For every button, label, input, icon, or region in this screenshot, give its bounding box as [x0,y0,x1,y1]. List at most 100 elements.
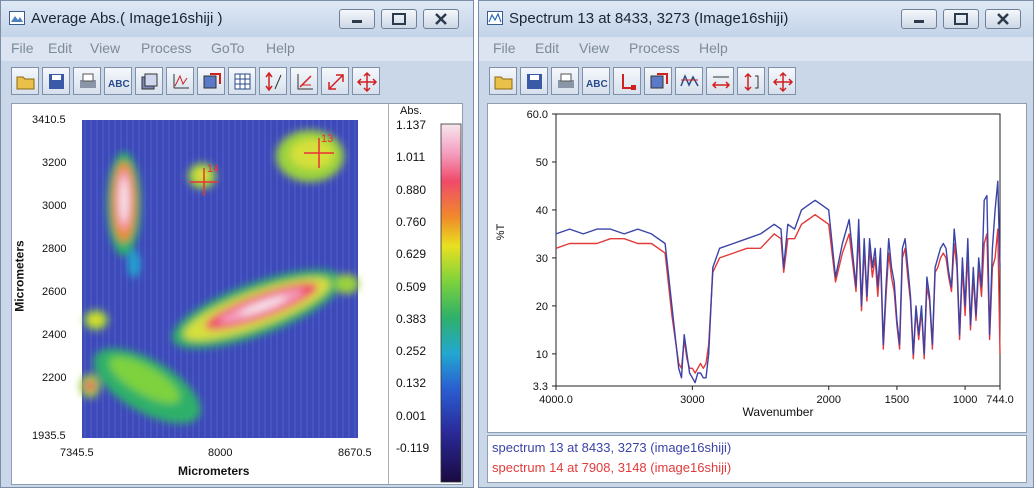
abc-label-icon: ABC [586,79,608,90]
menu-file[interactable]: File [493,40,516,56]
x-tick-label: 1500 [885,394,909,406]
minimize-button[interactable] [901,9,937,29]
save-button[interactable] [42,67,70,95]
colorbar-tick: 0.629 [396,247,427,262]
maximize-button[interactable] [943,9,979,29]
image-map-panel: 13 14 3410.5 3200 3000 2800 2600 2400 22… [11,103,463,485]
peak-pick-button[interactable] [166,67,194,95]
menu-file[interactable]: File [11,40,34,56]
abc-label-button[interactable]: ABC [582,67,610,95]
colorbar-tick: 0.383 [396,311,427,326]
minimize-icon [352,20,362,23]
marker-13[interactable]: 13 [304,133,334,168]
colorbar-title: Abs. [400,105,423,117]
marker-14[interactable]: 14 [190,163,219,196]
colorbar-gradient [440,123,462,483]
expand-horizontal-button[interactable] [706,67,734,95]
menu-help[interactable]: Help [699,40,728,56]
svg-text:ABC: ABC [108,79,130,90]
image-copy-button[interactable] [644,67,672,95]
move-arrows-button[interactable] [768,67,796,95]
menu-goto[interactable]: GoTo [211,40,245,56]
close-button[interactable] [423,9,459,29]
x-tick: 8000 [208,447,233,459]
open-folder-button[interactable] [11,67,39,95]
heatmap[interactable]: 13 14 [80,120,359,439]
x-axis-label: Micrometers [178,464,250,478]
axis-scale-button[interactable] [290,67,318,95]
close-button[interactable] [985,9,1021,29]
peak-marker-button[interactable] [613,67,641,95]
expand-horizontal-icon [711,76,731,89]
expand-vertical-button[interactable] [737,67,765,95]
x-tick-label: 2000 [816,394,840,406]
legend-entry-spectrum-13[interactable]: spectrum 13 at 8433, 3273 (image16shiji) [492,440,732,455]
maximize-icon [392,13,406,25]
y-tick-label: 50 [536,157,548,169]
colorbar-tick: 0.760 [396,214,427,229]
x-tick-label: 3000 [680,394,704,406]
y-tick: 2200 [42,372,67,384]
menu-edit[interactable]: Edit [48,40,73,56]
print-icon [558,73,574,88]
colorbar-tick: 0.880 [396,182,427,197]
spectrum-legend: spectrum 13 at 8433, 3273 (image16shiji)… [487,435,1027,483]
move-arrows-icon [772,71,794,93]
save-button[interactable] [520,67,548,95]
x-tick-label: 4000.0 [539,394,573,406]
spectrum-window-title: Spectrum 13 at 8433, 3273 (Image16shiji) [509,10,789,27]
abc-label-button[interactable]: ABC [104,67,132,95]
image-copy-button[interactable] [197,67,225,95]
x-axis-label: Wavenumber [743,405,814,419]
spectrum-button[interactable] [675,67,703,95]
arrows-vertical-button[interactable] [259,67,287,95]
image-copy-icon [203,73,221,89]
menu-help[interactable]: Help [266,40,295,56]
map-window-title: Average Abs.( Image16shiji ) [31,10,223,27]
map-window-toolbar: ABC [1,61,473,101]
image-copy-icon [650,73,668,89]
menu-view[interactable]: View [90,40,121,56]
y-tick: 1935.5 [32,430,66,442]
minimize-button[interactable] [339,9,375,29]
print-button[interactable] [551,67,579,95]
menu-process[interactable]: Process [629,40,680,56]
y-axis-label: Micrometers [12,240,27,312]
marker-14-label: 14 [207,163,219,175]
close-icon [435,13,447,25]
map-window-titlebar[interactable]: Average Abs.( Image16shiji ) [1,1,473,37]
print-icon [80,73,96,88]
plot-area [555,113,1001,387]
colorbar-tick: 0.509 [396,279,427,294]
colorbar-tick: -0.119 [396,441,430,455]
axis-scale-icon [297,74,313,90]
grid-button[interactable] [228,67,256,95]
map-window: Average Abs.( Image16shiji ) File Edit V… [0,0,474,488]
y-tick: 2600 [42,286,67,298]
menu-view[interactable]: View [579,40,610,56]
layers-button[interactable] [135,67,163,95]
maximize-button[interactable] [381,9,417,29]
menu-edit[interactable]: Edit [535,40,560,56]
y-tick-label: 3.3 [533,381,548,393]
print-button[interactable] [73,67,101,95]
open-folder-button[interactable] [489,67,517,95]
series-spectrum-13[interactable] [555,180,1001,384]
colorbar-tick: 0.132 [396,376,427,391]
y-tick: 3200 [42,157,67,169]
spectrum-window: Spectrum 13 at 8433, 3273 (Image16shiji)… [478,0,1034,488]
zoom-diagonal-button[interactable] [321,67,349,95]
spectrum-window-titlebar[interactable]: Spectrum 13 at 8433, 3273 (Image16shiji) [479,1,1033,37]
spectrum-window-toolbar: ABC [479,61,1033,101]
colorbar-tick: 0.252 [396,344,427,359]
close-icon [997,13,1009,25]
move-arrows-button[interactable] [352,67,380,95]
y-tick: 2800 [42,243,67,255]
open-folder-icon [494,76,513,90]
menu-process[interactable]: Process [141,40,192,56]
y-tick-label: 40 [536,205,548,217]
y-tick-label: 30 [536,253,548,265]
zoom-diagonal-icon [328,74,344,90]
legend-entry-spectrum-14[interactable]: spectrum 14 at 7908, 3148 (image16shiji) [492,460,732,475]
